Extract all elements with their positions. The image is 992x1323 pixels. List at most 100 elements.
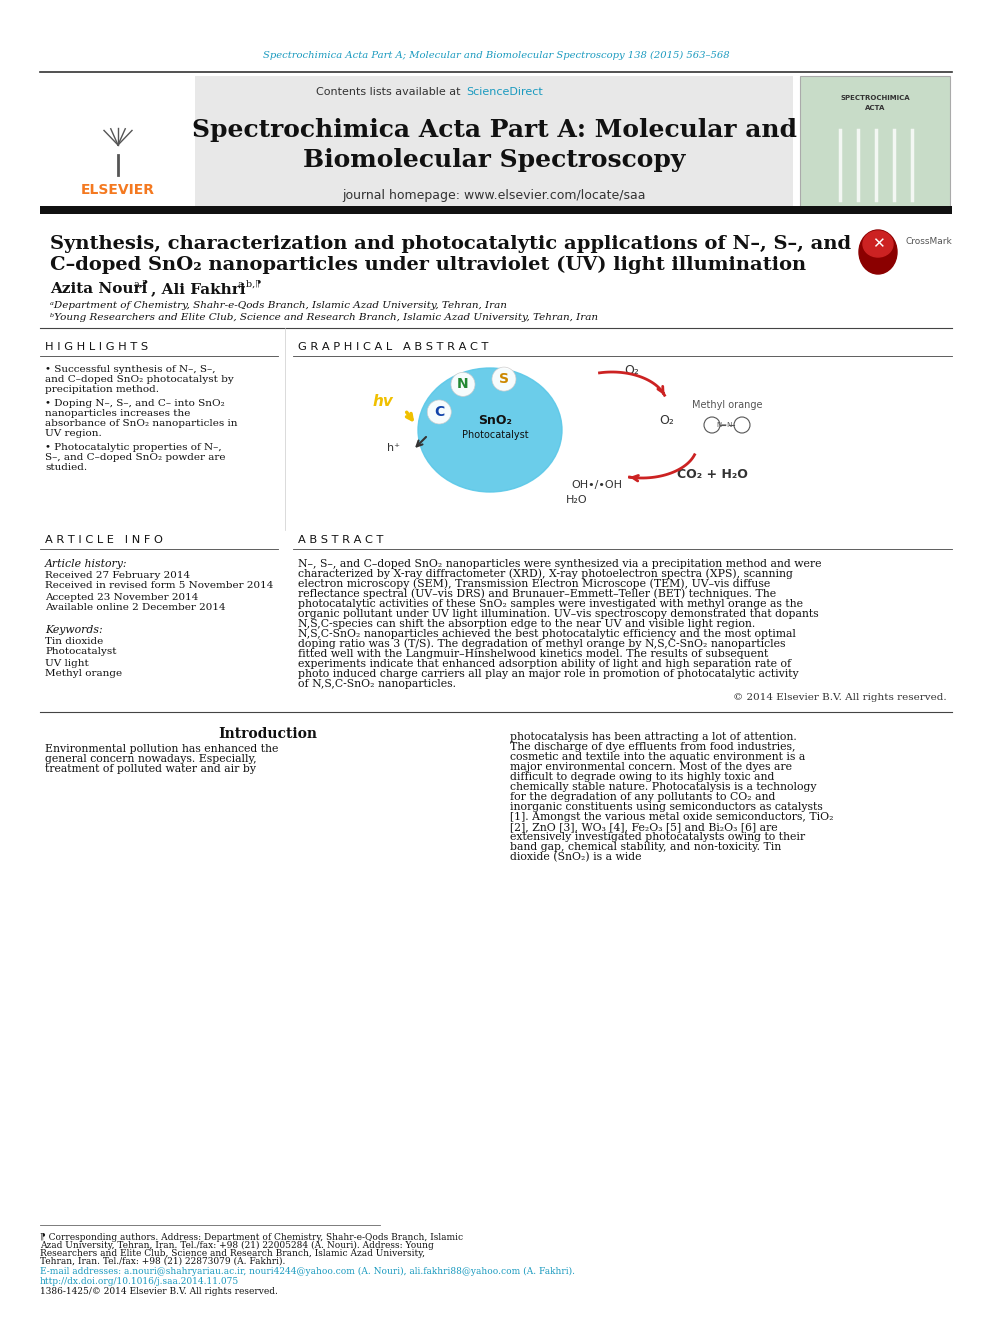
Text: O₂: O₂ [660, 414, 675, 426]
Text: Accepted 23 November 2014: Accepted 23 November 2014 [45, 593, 198, 602]
Text: Spectrochimica Acta Part A; Molecular and Biomolecular Spectroscopy 138 (2015) 5: Spectrochimica Acta Part A; Molecular an… [263, 50, 729, 60]
Text: electron microscopy (SEM), Transmission Electron Microscope (TEM), UV–vis diffus: electron microscopy (SEM), Transmission … [298, 578, 770, 589]
Ellipse shape [418, 368, 562, 492]
Text: E-mail addresses: a.nouri@shahryariau.ac.ir, nouri4244@yahoo.com (A. Nouri), ali: E-mail addresses: a.nouri@shahryariau.ac… [40, 1266, 575, 1275]
Text: • Successful synthesis of N–, S–,: • Successful synthesis of N–, S–, [45, 365, 215, 374]
Text: A R T I C L E   I N F O: A R T I C L E I N F O [45, 534, 163, 545]
Text: SnO₂: SnO₂ [478, 414, 512, 426]
Text: [2], ZnO [3], WO₃ [4], Fe₂O₃ [5] and Bi₂O₃ [6] are: [2], ZnO [3], WO₃ [4], Fe₂O₃ [5] and Bi₂… [510, 822, 778, 832]
Text: organic pollutant under UV light illumination. UV–vis spectroscopy demonstrated : organic pollutant under UV light illumin… [298, 609, 818, 619]
Text: Received 27 February 2014: Received 27 February 2014 [45, 570, 190, 579]
Text: Received in revised form 5 November 2014: Received in revised form 5 November 2014 [45, 582, 274, 590]
Text: photocatalysis has been attracting a lot of attention.: photocatalysis has been attracting a lot… [510, 732, 797, 742]
Text: reflectance spectral (UV–vis DRS) and Brunauer–Emmett–Teller (BET) techniques. T: reflectance spectral (UV–vis DRS) and Br… [298, 589, 776, 599]
Text: Methyl orange: Methyl orange [45, 669, 122, 679]
Text: photocatalytic activities of these SnO₂ samples were investigated with methyl or: photocatalytic activities of these SnO₂ … [298, 599, 803, 609]
Text: Spectrochimica Acta Part A: Molecular and
Biomolecular Spectroscopy: Spectrochimica Acta Part A: Molecular an… [191, 118, 797, 172]
Ellipse shape [863, 232, 893, 257]
Text: a,⁋: a,⁋ [133, 279, 148, 288]
Circle shape [451, 372, 475, 397]
Text: O₂: O₂ [625, 364, 640, 377]
Text: C–doped SnO₂ nanoparticles under ultraviolet (UV) light illumination: C–doped SnO₂ nanoparticles under ultravi… [50, 255, 806, 274]
Text: CrossMark: CrossMark [906, 238, 952, 246]
Text: Introduction: Introduction [218, 728, 317, 741]
Text: http://dx.doi.org/10.1016/j.saa.2014.11.075: http://dx.doi.org/10.1016/j.saa.2014.11.… [40, 1277, 239, 1286]
Bar [40, 206, 952, 214]
Text: SPECTROCHIMICA: SPECTROCHIMICA [840, 95, 910, 101]
Text: Article history:: Article history: [45, 560, 128, 569]
Text: S: S [499, 372, 509, 386]
Text: general concern nowadays. Especially,: general concern nowadays. Especially, [45, 754, 257, 763]
Text: N=N: N=N [717, 422, 733, 429]
Text: a,b,⁋: a,b,⁋ [237, 279, 262, 288]
Text: h⁺: h⁺ [387, 443, 400, 452]
Text: ᵇYoung Researchers and Elite Club, Science and Research Branch, Islamic Azad Uni: ᵇYoung Researchers and Elite Club, Scien… [50, 312, 598, 321]
Text: Photocatalyst: Photocatalyst [45, 647, 116, 656]
Text: H I G H L I G H T S: H I G H L I G H T S [45, 343, 148, 352]
Text: fitted well with the Langmuir–Hinshelwood kinetics model. The results of subsequ: fitted well with the Langmuir–Hinshelwoo… [298, 650, 768, 659]
Text: , Ali Fakhri: , Ali Fakhri [151, 282, 245, 296]
Text: doping ratio was 3 (T/S). The degradation of methyl orange by N,S,C-SnO₂ nanopar: doping ratio was 3 (T/S). The degradatio… [298, 639, 786, 650]
Text: Researchers and Elite Club, Science and Research Branch, Islamic Azad University: Researchers and Elite Club, Science and … [40, 1249, 425, 1257]
Text: for the degradation of any pollutants to CO₂ and: for the degradation of any pollutants to… [510, 792, 776, 802]
Text: Azita Nouri: Azita Nouri [50, 282, 147, 296]
Text: chemically stable nature. Photocatalysis is a technology: chemically stable nature. Photocatalysis… [510, 782, 816, 792]
Text: [1]. Amongst the various metal oxide semiconductors, TiO₂: [1]. Amongst the various metal oxide sem… [510, 812, 833, 822]
Text: N–, S–, and C–doped SnO₂ nanoparticles were synthesized via a precipitation meth: N–, S–, and C–doped SnO₂ nanoparticles w… [298, 560, 821, 569]
Text: 1386-1425/© 2014 Elsevier B.V. All rights reserved.: 1386-1425/© 2014 Elsevier B.V. All right… [40, 1286, 278, 1295]
Text: N: N [457, 377, 469, 392]
Text: • Doping N–, S–, and C– into SnO₂: • Doping N–, S–, and C– into SnO₂ [45, 400, 225, 409]
Text: hv: hv [373, 394, 394, 410]
Text: A B S T R A C T: A B S T R A C T [298, 534, 383, 545]
Text: nanoparticles increases the: nanoparticles increases the [45, 410, 190, 418]
Text: N,S,C-SnO₂ nanoparticles achieved the best photocatalytic efficiency and the mos: N,S,C-SnO₂ nanoparticles achieved the be… [298, 628, 796, 639]
Text: major environmental concern. Most of the dyes are: major environmental concern. Most of the… [510, 762, 792, 773]
Text: © 2014 Elsevier B.V. All rights reserved.: © 2014 Elsevier B.V. All rights reserved… [733, 693, 947, 703]
Text: absorbance of SnO₂ nanoparticles in: absorbance of SnO₂ nanoparticles in [45, 419, 237, 429]
Text: ELSEVIER: ELSEVIER [81, 183, 155, 197]
Text: difficult to degrade owing to its highly toxic and: difficult to degrade owing to its highly… [510, 773, 775, 782]
Text: UV light: UV light [45, 659, 88, 668]
Text: of N,S,C-SnO₂ nanoparticles.: of N,S,C-SnO₂ nanoparticles. [298, 679, 456, 689]
Text: extensively investigated photocatalysts owing to their: extensively investigated photocatalysts … [510, 832, 806, 841]
Text: OH•/•OH: OH•/•OH [571, 480, 623, 490]
Text: experiments indicate that enhanced adsorption ability of light and high separati: experiments indicate that enhanced adsor… [298, 659, 792, 669]
Bar [40, 75, 195, 208]
Text: studied.: studied. [45, 463, 87, 472]
Text: C: C [434, 405, 444, 419]
Text: ScienceDirect: ScienceDirect [466, 87, 543, 97]
Text: Azad University, Tehran, Iran. Tel./fax: +98 (21) 22005284 (A. Nouri). Address: : Azad University, Tehran, Iran. Tel./fax:… [40, 1241, 434, 1249]
Text: N,S,C-species can shift the absorption edge to the near UV and visible light reg: N,S,C-species can shift the absorption e… [298, 619, 755, 628]
Text: S–, and C–doped SnO₂ powder are: S–, and C–doped SnO₂ powder are [45, 454, 225, 463]
Text: CO₂ + H₂O: CO₂ + H₂O [677, 468, 747, 482]
Text: precipitation method.: precipitation method. [45, 385, 159, 394]
Text: • Photocatalytic properties of N–,: • Photocatalytic properties of N–, [45, 443, 221, 452]
Bar [800, 75, 950, 208]
Text: Tehran, Iran. Tel./fax: +98 (21) 22873079 (A. Fakhri).: Tehran, Iran. Tel./fax: +98 (21) 2287307… [40, 1257, 286, 1266]
Text: H₂O: H₂O [566, 495, 588, 505]
Text: photo induced charge carriers all play an major role in promotion of photocataly: photo induced charge carriers all play a… [298, 669, 799, 679]
Text: G R A P H I C A L   A B S T R A C T: G R A P H I C A L A B S T R A C T [298, 343, 488, 352]
Text: Synthesis, characterization and photocatalytic applications of N–, S–, and: Synthesis, characterization and photocat… [50, 235, 851, 253]
Text: ⁋ Corresponding authors. Address: Department of Chemistry, Shahr-e-Qods Branch, : ⁋ Corresponding authors. Address: Depart… [40, 1233, 463, 1241]
Text: UV region.: UV region. [45, 430, 102, 438]
Text: The discharge of dye effluents from food industries,: The discharge of dye effluents from food… [510, 742, 796, 751]
Text: Tin dioxide: Tin dioxide [45, 636, 103, 646]
Text: ✕: ✕ [872, 237, 885, 251]
Text: Keywords:: Keywords: [45, 624, 102, 635]
Ellipse shape [859, 230, 897, 274]
Bar [195, 75, 793, 208]
Text: inorganic constituents using semiconductors as catalysts: inorganic constituents using semiconduct… [510, 802, 822, 812]
Text: cosmetic and textile into the aquatic environment is a: cosmetic and textile into the aquatic en… [510, 751, 806, 762]
Circle shape [492, 366, 516, 392]
Text: Environmental pollution has enhanced the: Environmental pollution has enhanced the [45, 744, 279, 754]
Text: Methyl orange: Methyl orange [691, 400, 762, 410]
Text: ACTA: ACTA [865, 105, 885, 111]
Text: Contents lists available at: Contents lists available at [316, 87, 464, 97]
Text: band gap, chemical stability, and non-toxicity. Tin: band gap, chemical stability, and non-to… [510, 841, 782, 852]
Text: dioxide (SnO₂) is a wide: dioxide (SnO₂) is a wide [510, 852, 642, 863]
Text: Photocatalyst: Photocatalyst [461, 430, 529, 441]
Text: ᵃDepartment of Chemistry, Shahr-e-Qods Branch, Islamic Azad University, Tehran, : ᵃDepartment of Chemistry, Shahr-e-Qods B… [50, 302, 507, 311]
Text: characterized by X-ray diffractometer (XRD), X-ray photoelectron spectra (XPS), : characterized by X-ray diffractometer (X… [298, 569, 793, 579]
Text: treatment of polluted water and air by: treatment of polluted water and air by [45, 763, 256, 774]
